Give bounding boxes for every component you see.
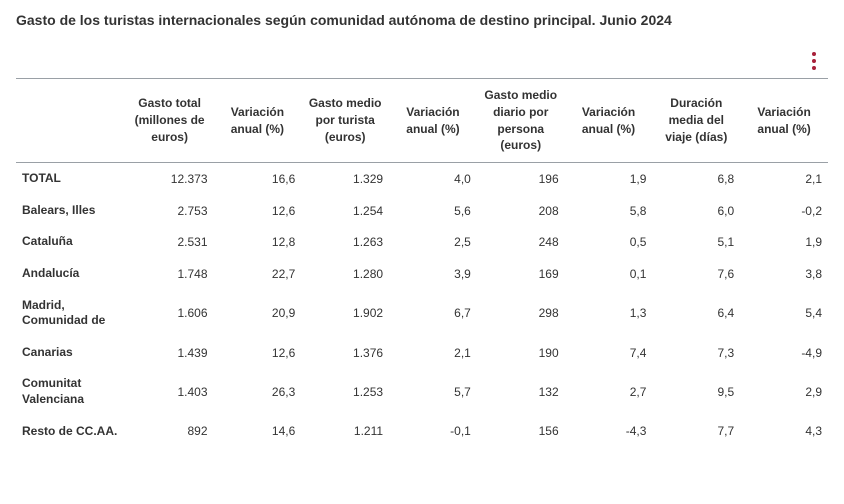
col-header-medio: Gasto medio por turista (euros) bbox=[301, 79, 389, 163]
row-cell: 2.753 bbox=[126, 195, 214, 227]
row-cell: 12,8 bbox=[214, 226, 302, 258]
row-label: Canarias bbox=[16, 337, 126, 369]
row-cell: 14,6 bbox=[214, 416, 302, 448]
col-header-var3: Variación anual (%) bbox=[565, 79, 653, 163]
row-cell: 7,4 bbox=[565, 337, 653, 369]
page-title: Gasto de los turistas internacionales se… bbox=[16, 12, 828, 28]
row-cell: 0,1 bbox=[565, 258, 653, 290]
row-label: TOTAL bbox=[16, 163, 126, 195]
row-label: Resto de CC.AA. bbox=[16, 416, 126, 448]
row-cell: 1.748 bbox=[126, 258, 214, 290]
row-cell: 1.902 bbox=[301, 290, 389, 337]
row-cell: 7,6 bbox=[652, 258, 740, 290]
row-cell: 2.531 bbox=[126, 226, 214, 258]
row-cell: -4,9 bbox=[740, 337, 828, 369]
row-cell: 3,8 bbox=[740, 258, 828, 290]
row-cell: 6,8 bbox=[652, 163, 740, 195]
row-cell: 6,7 bbox=[389, 290, 477, 337]
col-header-var4: Variación anual (%) bbox=[740, 79, 828, 163]
row-label: Madrid, Comunidad de bbox=[16, 290, 126, 337]
data-table: Gasto total (millones de euros) Variació… bbox=[16, 78, 828, 447]
row-cell: 1,9 bbox=[740, 226, 828, 258]
row-label: Balears, Illes bbox=[16, 195, 126, 227]
row-cell: 12,6 bbox=[214, 337, 302, 369]
row-cell: 169 bbox=[477, 258, 565, 290]
table-row: Comunitat Valenciana1.40326,31.2535,7132… bbox=[16, 368, 828, 415]
more-options-icon[interactable] bbox=[808, 48, 820, 74]
row-cell: 7,3 bbox=[652, 337, 740, 369]
row-cell: 2,1 bbox=[389, 337, 477, 369]
row-cell: 9,5 bbox=[652, 368, 740, 415]
table-row: Madrid, Comunidad de1.60620,91.9026,7298… bbox=[16, 290, 828, 337]
row-cell: 4,0 bbox=[389, 163, 477, 195]
row-cell: 156 bbox=[477, 416, 565, 448]
table-row: Cataluña2.53112,81.2632,52480,55,11,9 bbox=[16, 226, 828, 258]
row-cell: 5,8 bbox=[565, 195, 653, 227]
row-cell: 1.376 bbox=[301, 337, 389, 369]
col-header-dur: Duración media del viaje (días) bbox=[652, 79, 740, 163]
col-header-var1: Variación anual (%) bbox=[214, 79, 302, 163]
row-cell: 208 bbox=[477, 195, 565, 227]
row-cell: 4,3 bbox=[740, 416, 828, 448]
row-cell: 12.373 bbox=[126, 163, 214, 195]
row-cell: 2,7 bbox=[565, 368, 653, 415]
row-label: Cataluña bbox=[16, 226, 126, 258]
row-cell: 1.439 bbox=[126, 337, 214, 369]
table-header-row: Gasto total (millones de euros) Variació… bbox=[16, 79, 828, 163]
row-cell: 1.254 bbox=[301, 195, 389, 227]
row-cell: 1.606 bbox=[126, 290, 214, 337]
row-cell: 5,4 bbox=[740, 290, 828, 337]
row-cell: 1.263 bbox=[301, 226, 389, 258]
row-cell: 1.329 bbox=[301, 163, 389, 195]
row-cell: 5,1 bbox=[652, 226, 740, 258]
row-cell: 196 bbox=[477, 163, 565, 195]
row-label: Comunitat Valenciana bbox=[16, 368, 126, 415]
row-cell: 248 bbox=[477, 226, 565, 258]
col-header-var2: Variación anual (%) bbox=[389, 79, 477, 163]
row-cell: -0,1 bbox=[389, 416, 477, 448]
row-cell: 2,9 bbox=[740, 368, 828, 415]
row-cell: 1.253 bbox=[301, 368, 389, 415]
row-cell: 12,6 bbox=[214, 195, 302, 227]
row-cell: -0,2 bbox=[740, 195, 828, 227]
table-row: Balears, Illes2.75312,61.2545,62085,86,0… bbox=[16, 195, 828, 227]
row-cell: 0,5 bbox=[565, 226, 653, 258]
row-cell: 132 bbox=[477, 368, 565, 415]
row-cell: 2,1 bbox=[740, 163, 828, 195]
row-cell: 1.403 bbox=[126, 368, 214, 415]
row-cell: -4,3 bbox=[565, 416, 653, 448]
row-cell: 5,7 bbox=[389, 368, 477, 415]
col-header-gasto: Gasto total (millones de euros) bbox=[126, 79, 214, 163]
row-cell: 7,7 bbox=[652, 416, 740, 448]
col-header-diario: Gasto medio diario por persona (euros) bbox=[477, 79, 565, 163]
row-cell: 892 bbox=[126, 416, 214, 448]
table-row: TOTAL12.37316,61.3294,01961,96,82,1 bbox=[16, 163, 828, 195]
row-cell: 26,3 bbox=[214, 368, 302, 415]
row-cell: 1,3 bbox=[565, 290, 653, 337]
row-cell: 22,7 bbox=[214, 258, 302, 290]
table-row: Resto de CC.AA.89214,61.211-0,1156-4,37,… bbox=[16, 416, 828, 448]
row-cell: 1,9 bbox=[565, 163, 653, 195]
row-cell: 5,6 bbox=[389, 195, 477, 227]
col-header-label bbox=[16, 79, 126, 163]
row-cell: 1.211 bbox=[301, 416, 389, 448]
row-label: Andalucía bbox=[16, 258, 126, 290]
row-cell: 3,9 bbox=[389, 258, 477, 290]
row-cell: 190 bbox=[477, 337, 565, 369]
row-cell: 6,0 bbox=[652, 195, 740, 227]
table-row: Canarias1.43912,61.3762,11907,47,3-4,9 bbox=[16, 337, 828, 369]
row-cell: 298 bbox=[477, 290, 565, 337]
row-cell: 16,6 bbox=[214, 163, 302, 195]
table-row: Andalucía1.74822,71.2803,91690,17,63,8 bbox=[16, 258, 828, 290]
row-cell: 6,4 bbox=[652, 290, 740, 337]
row-cell: 2,5 bbox=[389, 226, 477, 258]
row-cell: 20,9 bbox=[214, 290, 302, 337]
row-cell: 1.280 bbox=[301, 258, 389, 290]
